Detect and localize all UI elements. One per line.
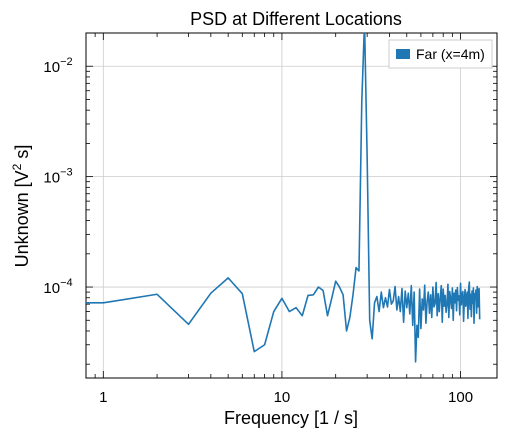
legend-label: Far (x=4m)	[416, 46, 485, 62]
x-tick-label: 100	[448, 389, 473, 406]
y-axis-label: Unknown [V2 s]	[10, 145, 32, 268]
grid	[86, 33, 497, 378]
chart-title: PSD at Different Locations	[190, 9, 402, 29]
series-layer	[86, 33, 481, 363]
y-tick-label: 10−3	[43, 167, 72, 187]
x-axis-label: Frequency [1 / s]	[224, 408, 358, 428]
x-tick-label: 1	[99, 389, 107, 406]
y-tick-label: 10−4	[43, 277, 72, 297]
y-axis-ticks: 10−4 10−3 10−2	[43, 32, 497, 365]
legend-swatch	[396, 49, 410, 59]
series-line-0	[86, 33, 481, 363]
x-axis-ticks: 1 10 100	[85, 33, 473, 406]
y-axis-label-tail: s]	[12, 145, 32, 164]
x-tick-label: 10	[274, 389, 291, 406]
legend: Far (x=4m)	[388, 39, 493, 69]
y-tick-label: 10−2	[43, 56, 72, 76]
y-axis-label-base: Unknown [V	[12, 170, 32, 267]
y-axis-label-sup: 2	[10, 163, 24, 170]
plot-frame	[85, 32, 498, 379]
